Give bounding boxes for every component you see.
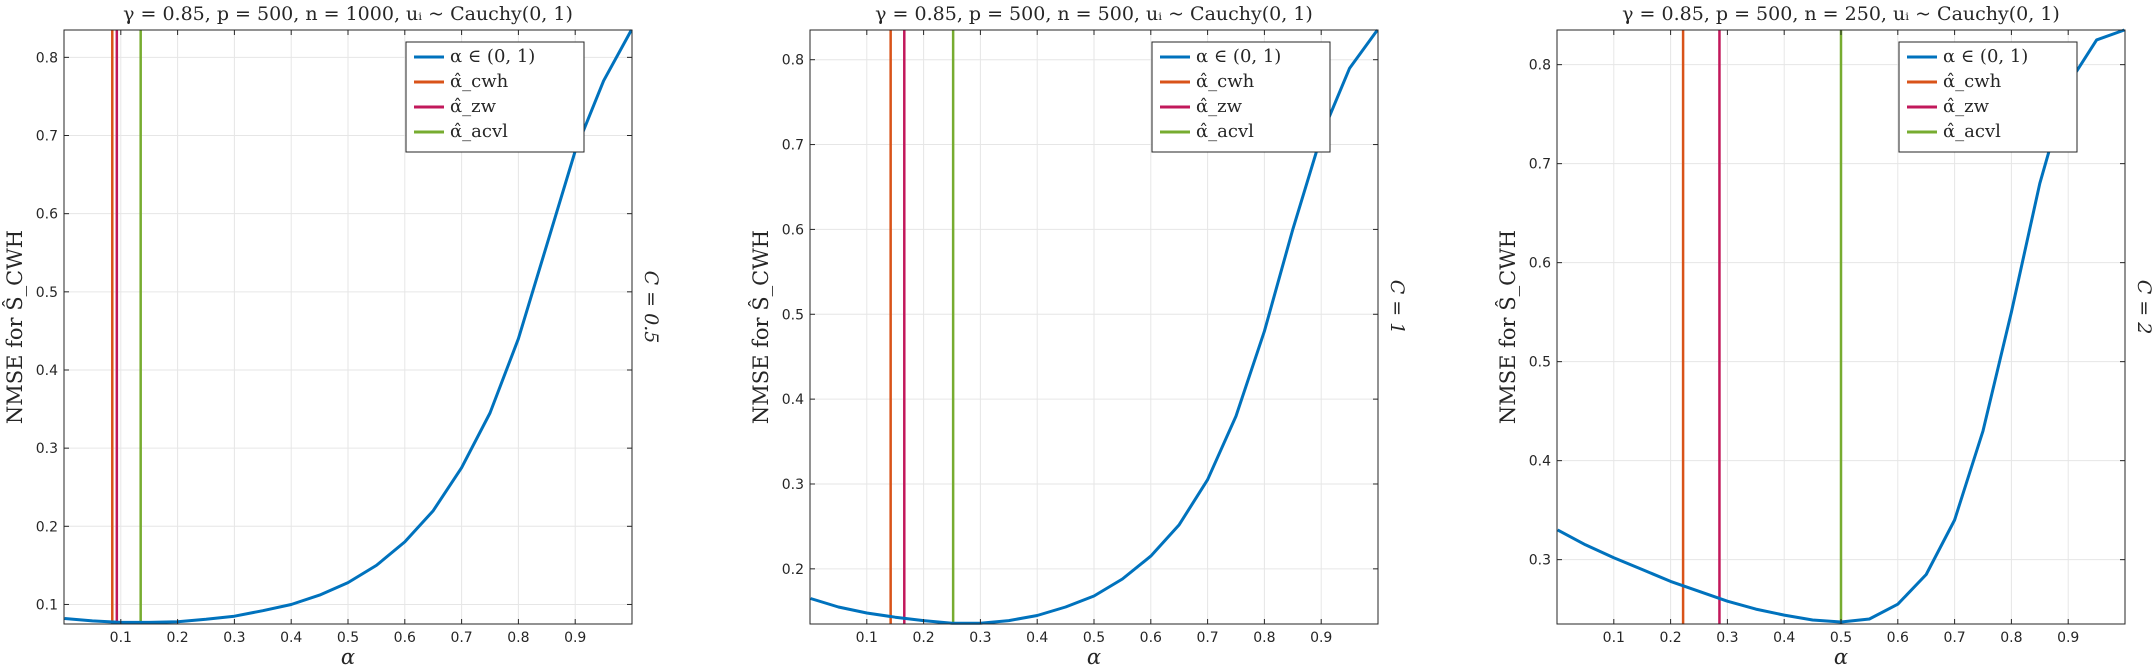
legend-box [1898,41,2078,153]
chart-title: γ = 0.85, p = 500, n = 250, uᵢ ~ Cauchy(… [1622,3,2060,25]
x-tick-label: 0.2 [1659,630,1681,646]
x-tick-label: 0.4 [280,630,302,646]
y-tick-label: 0.3 [782,477,804,493]
legend-label: α̂_cwh [1196,71,1255,92]
legend: α ∈ (0, 1) α̂_cwh α̂_zw α̂_acvl [1898,41,2078,153]
y-tick-label: 0.4 [1529,454,1551,470]
legend-label: α̂_cwh [1943,71,2002,92]
x-tick-label: 0.9 [2057,630,2079,646]
y-tick-label: 0.2 [36,519,58,535]
legend-label: α̂_acvl [1196,121,1254,142]
x-tick-label: 0.5 [1083,630,1105,646]
y-tick-label: 0.6 [36,207,58,223]
x-tick-label: 0.2 [912,630,934,646]
side-label: C = 0.5 [640,271,662,344]
x-tick-label: 0.5 [337,630,359,646]
x-tick-label: 0.1 [1603,630,1625,646]
x-axis-label: α [1087,645,1101,669]
x-tick-label: 0.9 [564,630,586,646]
x-tick-label: 0.3 [969,630,991,646]
series-line [810,29,1379,625]
side-label: C = 2 [2133,280,2152,335]
x-tick-label: 0.7 [1943,630,1965,646]
chart-title: γ = 0.85, p = 500, n = 1000, uᵢ ~ Cauchy… [123,3,573,25]
x-tick-label: 0.6 [1140,630,1162,646]
legend: α ∈ (0, 1) α̂_cwh α̂_zw α̂_acvl [1151,41,1331,153]
y-axis-label: NMSE for Ŝ_CWH [748,230,773,424]
x-axis-label: α [341,645,355,669]
x-tick-label: 0.9 [1310,630,1332,646]
chart-panel-1: 0.1 0.2 0.3 0.4 0.5 0.6 0.7 0.8 0.9 0.1 0.2 0.3 0.4 0… [2,3,662,669]
x-tick-label: 0.5 [1830,630,1852,646]
y-tick-label: 0.6 [1529,256,1551,272]
x-tick-label: 0.7 [1196,630,1218,646]
x-tick-label: 0.8 [507,630,529,646]
y-tick-label: 0.3 [1529,553,1551,569]
x-tick-label: 0.8 [2000,630,2022,646]
y-tick-label: 0.7 [1529,157,1551,173]
y-tick-label: 0.6 [782,222,804,238]
x-tick-label: 0.2 [166,630,188,646]
legend-box [1151,41,1331,153]
y-axis-label: NMSE for Ŝ_CWH [2,230,27,424]
x-tick-label: 0.8 [1253,630,1275,646]
chart-panel-3: 0.1 0.2 0.3 0.4 0.5 0.6 0.7 0.8 0.9 0.3 0.4 0.5 0.6 0… [1495,3,2152,669]
legend: α ∈ (0, 1) α̂_cwh α̂_zw α̂_acvl [405,41,585,153]
legend-label: α̂_zw [1196,96,1243,117]
legend-label: α̂_acvl [450,121,508,142]
y-tick-label: 0.2 [782,562,804,578]
y-tick-label: 0.3 [36,441,58,457]
y-tick-label: 0.5 [36,285,58,301]
x-tick-label: 0.1 [856,630,878,646]
y-tick-label: 0.8 [782,53,804,69]
legend-label: α̂_zw [450,96,497,117]
series-line [64,29,633,624]
x-axis-label: α [1834,645,1848,669]
y-tick-label: 0.5 [782,307,804,323]
y-tick-label: 0.7 [782,138,804,154]
x-tick-label: 0.6 [1887,630,1909,646]
y-tick-label: 0.8 [1529,58,1551,74]
x-tick-label: 0.4 [1773,630,1795,646]
y-tick-label: 0.4 [782,392,804,408]
x-tick-label: 0.3 [1716,630,1738,646]
legend-label: α ∈ (0, 1) [1943,46,2028,67]
side-label: C = 1 [1386,280,1408,335]
x-tick-label: 0.3 [223,630,245,646]
x-tick-label: 0.6 [394,630,416,646]
legend-label: α ∈ (0, 1) [1196,46,1281,67]
legend-label: α ∈ (0, 1) [450,46,535,67]
legend-box [405,41,585,153]
y-tick-label: 0.8 [36,50,58,66]
legend-label: α̂_zw [1943,96,1990,117]
chart-title: γ = 0.85, p = 500, n = 500, uᵢ ~ Cauchy(… [875,3,1313,25]
y-axis-label: NMSE for Ŝ_CWH [1495,230,1520,424]
y-tick-label: 0.5 [1529,355,1551,371]
x-tick-label: 0.4 [1026,630,1048,646]
x-tick-label: 0.1 [110,630,132,646]
x-tick-label: 0.7 [450,630,472,646]
y-tick-label: 0.1 [36,597,58,613]
legend-label: α̂_cwh [450,71,509,92]
legend-label: α̂_acvl [1943,121,2001,142]
y-tick-label: 0.7 [36,129,58,145]
chart-panel-2: 0.1 0.2 0.3 0.4 0.5 0.6 0.7 0.8 0.9 0.2 0.3 0.4 0.5 0… [748,3,1408,669]
y-tick-label: 0.4 [36,363,58,379]
